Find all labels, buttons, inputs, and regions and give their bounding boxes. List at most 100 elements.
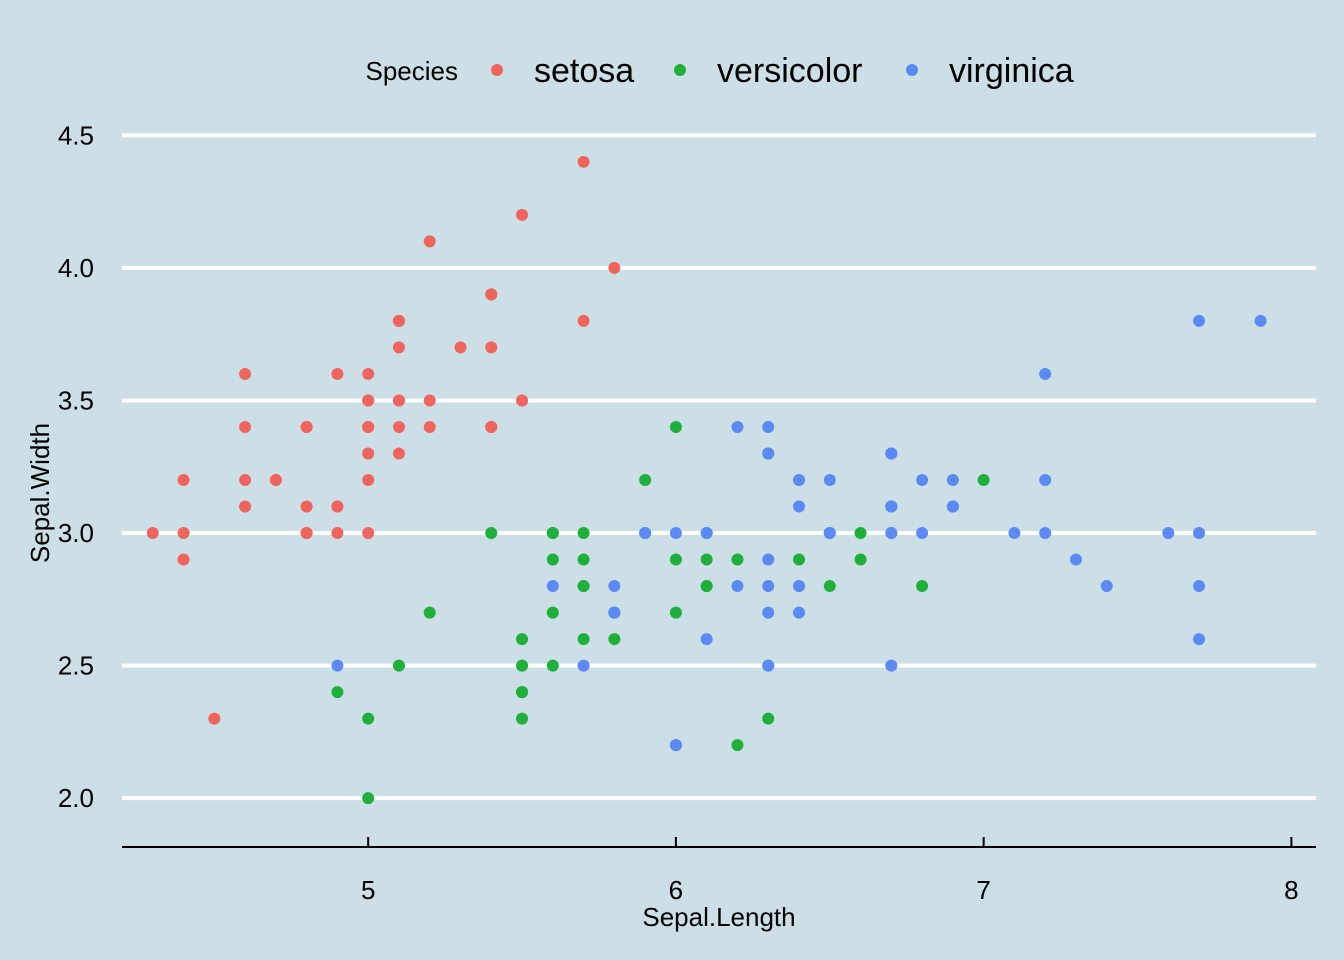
point-virginica [762, 553, 775, 566]
point-virginica [793, 606, 806, 619]
point-virginica [577, 659, 590, 672]
point-setosa [239, 474, 252, 486]
point-virginica [1100, 580, 1113, 593]
point-virginica [1069, 553, 1082, 566]
gridlines [122, 133, 1316, 801]
point-virginica [1008, 527, 1021, 540]
point-setosa [608, 261, 621, 274]
point-virginica [762, 659, 775, 672]
point-virginica [1193, 527, 1206, 540]
point-setosa [239, 420, 252, 433]
point-virginica [639, 527, 652, 540]
point-virginica [823, 527, 836, 540]
point-setosa [392, 394, 405, 407]
point-virginica [762, 447, 775, 460]
point-setosa [146, 527, 159, 540]
point-setosa [392, 314, 405, 327]
point-setosa [239, 500, 252, 513]
point-virginica [946, 474, 959, 486]
point-setosa [300, 500, 313, 513]
y-tick-label: 3.5 [58, 385, 94, 415]
y-axis: 2.0 2.5 3.0 3.5 4.0 4.5 [58, 120, 94, 813]
point-virginica [1039, 527, 1052, 540]
point-setosa [485, 341, 498, 354]
point-versicolor [577, 527, 590, 540]
point-setosa [331, 527, 344, 540]
x-tick-label: 5 [361, 875, 375, 905]
point-setosa [516, 208, 529, 221]
point-setosa [577, 314, 590, 327]
point-versicolor [669, 606, 682, 619]
point-setosa [362, 394, 375, 407]
point-setosa [362, 420, 375, 433]
data-points [146, 155, 1267, 805]
point-virginica [793, 500, 806, 513]
point-versicolor [546, 527, 559, 540]
point-virginica [546, 580, 559, 593]
point-setosa [423, 394, 436, 407]
point-versicolor [731, 739, 744, 752]
point-virginica [885, 527, 898, 540]
point-versicolor [639, 474, 652, 486]
y-tick-label: 2.0 [58, 783, 94, 813]
point-virginica [793, 580, 806, 593]
point-versicolor [577, 580, 590, 593]
legend-label-versicolor: versicolor [717, 52, 862, 90]
point-virginica [762, 606, 775, 619]
point-versicolor [854, 527, 867, 540]
point-setosa [362, 447, 375, 460]
point-setosa [577, 155, 590, 168]
point-versicolor [823, 580, 836, 593]
point-versicolor [669, 553, 682, 566]
point-setosa [177, 527, 190, 540]
point-versicolor [731, 553, 744, 566]
point-versicolor [916, 580, 929, 593]
legend-key-setosa [491, 64, 503, 76]
x-tick-label: 6 [669, 875, 683, 905]
point-setosa [423, 235, 436, 248]
point-setosa [485, 288, 498, 301]
point-virginica [669, 527, 682, 540]
point-virginica [1039, 474, 1052, 486]
point-setosa [454, 341, 467, 354]
point-versicolor [546, 606, 559, 619]
point-virginica [1162, 527, 1175, 540]
y-tick-label: 4.0 [58, 253, 94, 283]
point-setosa [177, 553, 190, 566]
y-axis-title: Sepal.Width [25, 423, 55, 563]
point-virginica [669, 739, 682, 752]
point-versicolor [392, 659, 405, 672]
point-setosa [516, 394, 529, 407]
legend: Species setosa versicolor virginica [366, 52, 1074, 90]
point-versicolor [423, 606, 436, 619]
point-setosa [269, 474, 282, 486]
point-versicolor [762, 712, 775, 725]
point-virginica [762, 580, 775, 593]
point-virginica [793, 474, 806, 486]
x-axis: 5 6 7 8 [122, 837, 1316, 905]
point-virginica [1193, 314, 1206, 327]
x-axis-title: Sepal.Length [642, 902, 795, 932]
point-setosa [239, 367, 252, 380]
legend-label-setosa: setosa [534, 52, 634, 90]
point-virginica [1039, 367, 1052, 380]
point-versicolor [577, 633, 590, 646]
point-setosa [362, 367, 375, 380]
point-versicolor [546, 659, 559, 672]
point-setosa [362, 474, 375, 486]
point-setosa [392, 447, 405, 460]
legend-label-virginica: virginica [949, 52, 1074, 90]
point-virginica [762, 420, 775, 433]
point-virginica [885, 659, 898, 672]
point-setosa [177, 474, 190, 486]
point-setosa [362, 527, 375, 540]
point-setosa [331, 500, 344, 513]
point-virginica [916, 527, 929, 540]
point-versicolor [793, 553, 806, 566]
point-virginica [700, 633, 713, 646]
point-versicolor [516, 712, 529, 725]
point-versicolor [669, 420, 682, 433]
point-virginica [608, 580, 621, 593]
